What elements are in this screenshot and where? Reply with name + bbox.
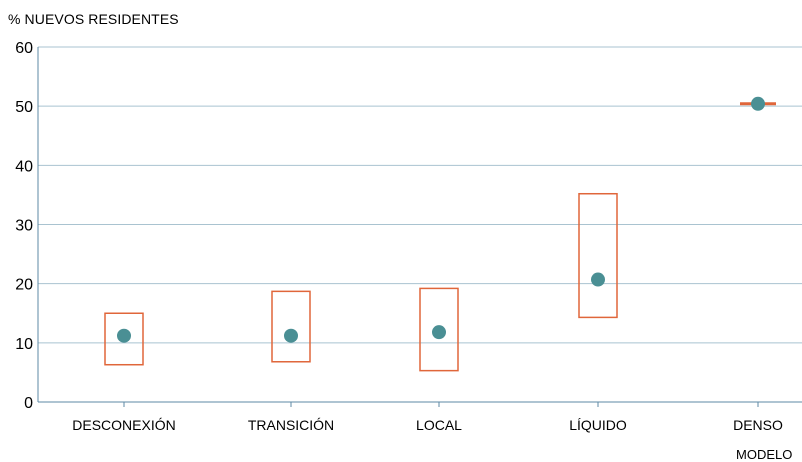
x-tick-label: LÍQUIDO — [569, 417, 627, 433]
y-tick-labels: 0 10 20 30 40 50 60 — [15, 40, 33, 412]
range-box — [104, 312, 144, 366]
x-tick-label: LOCAL — [416, 417, 462, 433]
x-tick-label: DESCONEXIÓN — [72, 417, 175, 433]
range-box — [271, 290, 311, 363]
range-box — [419, 287, 459, 372]
x-tick-labels: DESCONEXIÓN TRANSICIÓN LOCAL LÍQUIDO DENSO — [72, 417, 783, 433]
range-box — [578, 192, 618, 319]
data-point — [751, 96, 765, 111]
y-axis-label: % NUEVOS RESIDENTES — [8, 11, 179, 27]
x-axis-label: MODELO — [736, 447, 792, 462]
y-tick-label: 0 — [24, 395, 33, 412]
axes — [37, 47, 802, 407]
data-point — [284, 328, 298, 343]
data-point — [591, 272, 605, 287]
y-tick-label: 50 — [15, 99, 33, 116]
x-tick-label: DENSO — [733, 417, 783, 433]
y-tick-label: 10 — [15, 336, 33, 353]
gridlines — [38, 46, 802, 344]
data-points — [117, 96, 765, 343]
y-tick-label: 20 — [15, 277, 33, 294]
data-point — [432, 325, 446, 340]
y-tick-label: 60 — [15, 40, 33, 57]
y-tick-label: 30 — [15, 218, 33, 235]
data-point — [117, 328, 131, 343]
x-tick-label: TRANSICIÓN — [248, 417, 334, 433]
range-boxes — [104, 102, 776, 372]
y-tick-label: 40 — [15, 158, 33, 175]
